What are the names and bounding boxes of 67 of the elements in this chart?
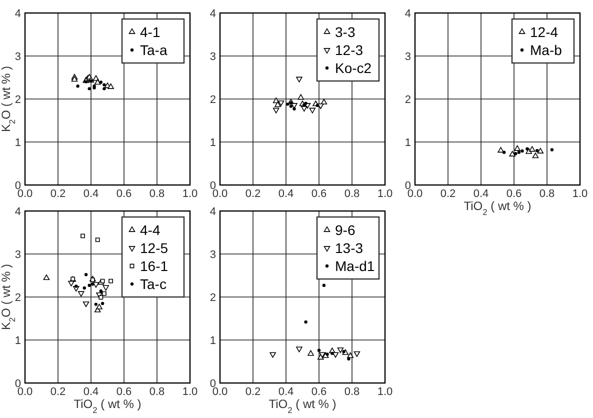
legend-label: 4-1 bbox=[140, 24, 160, 40]
x-tick-label: 0.2 bbox=[245, 386, 261, 398]
y-tick-label: 1 bbox=[210, 335, 216, 347]
x-tick-label: 0.6 bbox=[311, 188, 327, 200]
x-tick-label: 0.6 bbox=[116, 386, 132, 398]
x-tick-label: 0.0 bbox=[17, 188, 33, 200]
y-tick-label: 3 bbox=[210, 51, 216, 63]
y-tick-label: 2 bbox=[14, 292, 21, 304]
legend-label: 4-4 bbox=[140, 222, 160, 238]
y-tick-label: 4 bbox=[210, 8, 216, 20]
legend-label: 12-5 bbox=[140, 240, 168, 256]
x-axis-title: TiO$_{2}$ ( wt % ) bbox=[464, 199, 532, 217]
y-tick-label: 2 bbox=[404, 94, 411, 106]
y-tick-label: 1 bbox=[210, 137, 216, 149]
y-tick-label: 1 bbox=[14, 335, 21, 347]
x-tick-label: 1.0 bbox=[182, 188, 198, 200]
legend-label: 9-6 bbox=[335, 222, 356, 238]
x-tick-label: 0.4 bbox=[83, 188, 99, 200]
x-axis-title: TiO$_{2}$ ( wt % ) bbox=[268, 397, 336, 415]
x-tick-label: 1.0 bbox=[182, 386, 198, 398]
x-tick-label: 0.8 bbox=[344, 188, 360, 200]
y-tick-label: 3 bbox=[14, 249, 21, 261]
y-tick-label: 4 bbox=[210, 206, 216, 218]
legend-label: 12-4 bbox=[530, 24, 558, 40]
y-tick-label: 2 bbox=[210, 292, 216, 304]
x-tick-label: 0.4 bbox=[473, 188, 489, 200]
y-tick-label: 2 bbox=[14, 94, 21, 106]
legend-label: 16-1 bbox=[140, 258, 168, 274]
x-tick-label: 0.6 bbox=[116, 188, 132, 200]
legend-label: 3-3 bbox=[335, 24, 356, 40]
y-tick-label: 4 bbox=[14, 8, 21, 20]
x-tick-label: 0.4 bbox=[83, 386, 99, 398]
x-tick-label: 0.2 bbox=[50, 188, 66, 200]
x-tick-label: 0.0 bbox=[212, 188, 228, 200]
x-tick-label: 0.4 bbox=[278, 386, 294, 398]
legend-label: Ma-b bbox=[530, 42, 562, 58]
legend-label: Ko-c2 bbox=[335, 60, 372, 76]
y-tick-label: 3 bbox=[14, 51, 21, 63]
x-tick-label: 0.4 bbox=[278, 188, 294, 200]
x-tick-label: 0.8 bbox=[539, 188, 555, 200]
legend-label: Ma-d1 bbox=[335, 258, 375, 274]
x-tick-label: 0.2 bbox=[50, 386, 66, 398]
y-tick-label: 3 bbox=[210, 249, 216, 261]
x-axis-title: TiO$_{2}$ ( wt % ) bbox=[74, 397, 142, 415]
y-tick-label: 4 bbox=[404, 8, 411, 20]
y-tick-label: 2 bbox=[210, 94, 216, 106]
x-tick-label: 0.6 bbox=[311, 386, 327, 398]
x-tick-label: 1.0 bbox=[377, 386, 393, 398]
x-tick-label: 0.0 bbox=[407, 188, 423, 200]
x-tick-label: 0.6 bbox=[506, 188, 522, 200]
legend-label: 13-3 bbox=[335, 240, 364, 256]
legend-label: Ta-a bbox=[140, 42, 168, 58]
x-tick-label: 1.0 bbox=[572, 188, 588, 200]
x-tick-label: 0.0 bbox=[17, 386, 33, 398]
x-tick-label: 0.2 bbox=[245, 188, 261, 200]
legend-label: Ta-c bbox=[140, 276, 166, 292]
x-tick-label: 1.0 bbox=[377, 188, 393, 200]
y-tick-label: 1 bbox=[404, 137, 411, 149]
x-tick-label: 0.2 bbox=[440, 188, 456, 200]
y-tick-label: 3 bbox=[404, 51, 411, 63]
legend-label: 12-3 bbox=[335, 42, 364, 58]
x-tick-label: 0.0 bbox=[212, 386, 228, 398]
x-tick-label: 0.8 bbox=[344, 386, 360, 398]
y-tick-label: 1 bbox=[14, 137, 21, 149]
x-tick-label: 0.8 bbox=[149, 188, 165, 200]
x-tick-label: 0.8 bbox=[149, 386, 165, 398]
y-tick-label: 4 bbox=[14, 206, 21, 218]
